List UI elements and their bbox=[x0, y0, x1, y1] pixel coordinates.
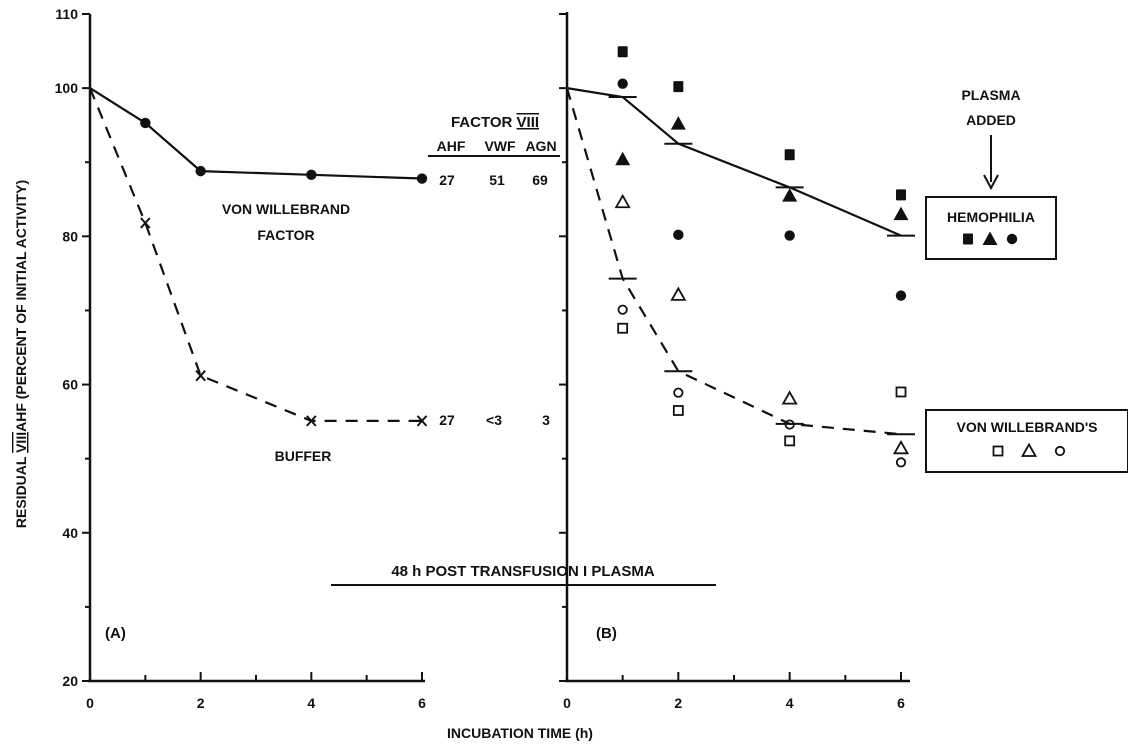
hemophilia-filled-circle-point bbox=[784, 230, 795, 241]
buffer-row-vwf: <3 bbox=[486, 412, 502, 428]
buffer-row-agn: 3 bbox=[542, 412, 550, 428]
hemophilia-legend-box bbox=[925, 196, 1057, 260]
x-tick-label: 4 bbox=[307, 695, 315, 711]
vwd-open-circle-point bbox=[673, 387, 684, 398]
vwf-series-label-line2: FACTOR bbox=[257, 227, 314, 243]
factor-table-title-text: FACTOR bbox=[451, 114, 517, 131]
vwf-row-ahf: 27 bbox=[439, 172, 455, 188]
vwd-mean-line bbox=[565, 87, 902, 436]
x-tick-label: 6 bbox=[897, 695, 905, 711]
panel-b: 0 2 4 6 (B) PLASMA ADDED HEMOPHILIA VON WIL… bbox=[559, 12, 1128, 711]
hemophilia-filled-square-point bbox=[617, 46, 628, 58]
vwd-legend-open-circle bbox=[1054, 445, 1066, 457]
hemophilia-filled-square-point bbox=[896, 189, 906, 201]
hemophilia-filled-circle-point bbox=[617, 78, 628, 89]
hemophilia-filled-triangle-point bbox=[893, 206, 909, 221]
factor-table-title-roman: VIII bbox=[517, 114, 540, 131]
buffer-point bbox=[195, 369, 206, 382]
vwf-point bbox=[416, 173, 428, 184]
y-tick-label: 110 bbox=[55, 6, 78, 22]
panel-a-label: (A) bbox=[105, 625, 126, 642]
hemophilia-filled-square-point bbox=[673, 81, 684, 93]
vwf-point bbox=[306, 169, 317, 181]
y-tick-label: 20 bbox=[62, 673, 78, 689]
vwd-open-circle-point bbox=[617, 304, 628, 315]
hemophilia-legend-label: HEMOPHILIA bbox=[947, 209, 1035, 225]
panel-b-ticks: 0 2 4 6 bbox=[559, 13, 905, 711]
y-tick-label: 60 bbox=[62, 377, 78, 393]
vwf-row-agn: 69 bbox=[532, 172, 548, 188]
factor-table-col-vwf: VWF bbox=[484, 138, 516, 154]
panel-b-marks bbox=[565, 46, 915, 468]
x-tick-label: 4 bbox=[786, 695, 794, 711]
buffer-point bbox=[140, 217, 151, 229]
vwd-legend-markers bbox=[992, 442, 1066, 457]
x-tick-label: 6 bbox=[418, 695, 426, 711]
x-tick-label: 2 bbox=[674, 695, 682, 711]
factor-table-title: FACTOR VIII bbox=[451, 114, 539, 131]
vwf-series-label-line1: VON WILLEBRAND bbox=[222, 201, 350, 217]
buffer-point-stroke bbox=[416, 415, 428, 427]
vwd-open-triangle-point bbox=[614, 193, 631, 209]
hemophilia-legend-filled-circle bbox=[1006, 233, 1018, 245]
vwd-open-triangle-point bbox=[892, 439, 910, 455]
plasma-added-line1: PLASMA bbox=[961, 87, 1020, 103]
hemophilia-filled-square-point bbox=[784, 149, 795, 161]
y-axis-label: RESIDUAL VIIIAHF (PERCENT OF INITIAL ACT… bbox=[13, 180, 29, 528]
y-axis-label-start: RESIDUAL bbox=[13, 453, 29, 528]
caption: 48 h POST TRANSFUSION I PLASMA bbox=[391, 563, 655, 580]
y-tick-label: 100 bbox=[55, 80, 79, 96]
panel-a: 0 2 4 6 20 40 60 80 100 110 (A) VON WILLEBRAND FA… bbox=[55, 6, 560, 711]
hemophilia-legend-filled-triangle bbox=[982, 231, 998, 245]
panel-b-label: (B) bbox=[596, 625, 617, 642]
buffer-point bbox=[416, 415, 428, 427]
hemophilia-legend-markers bbox=[963, 231, 1018, 245]
vwd-legend-open-square bbox=[992, 445, 1004, 457]
buffer-row-ahf: 27 bbox=[439, 412, 455, 428]
hemophilia-legend-filled-square bbox=[963, 233, 973, 245]
factor-table-col-ahf: AHF bbox=[437, 138, 466, 154]
panel-a-marks bbox=[88, 87, 428, 427]
vwd-legend-open-triangle bbox=[1020, 442, 1038, 457]
vwf-series-line bbox=[89, 87, 423, 180]
plasma-added-arrow-head bbox=[983, 174, 999, 191]
panel-a-ticks: 0 2 4 6 20 40 60 80 100 110 bbox=[55, 6, 426, 711]
factor-table-col-agn: AGN bbox=[525, 138, 556, 154]
buffer-point-stroke bbox=[195, 369, 206, 382]
vwd-open-triangle-point bbox=[670, 286, 687, 301]
hemophilia-filled-circle-point bbox=[673, 229, 684, 241]
buffer-point bbox=[306, 415, 317, 427]
vwf-point bbox=[195, 165, 206, 177]
hemophilia-filled-triangle-point bbox=[670, 116, 686, 130]
buffer-point-stroke bbox=[306, 415, 317, 427]
buffer-series-label: BUFFER bbox=[275, 448, 332, 464]
x-tick-label: 0 bbox=[86, 695, 94, 711]
y-axis-label-roman: VIII bbox=[13, 432, 29, 453]
y-tick-label: 40 bbox=[62, 525, 78, 541]
vwf-row-vwf: 51 bbox=[489, 172, 505, 188]
vwd-open-triangle-point bbox=[781, 390, 798, 405]
vwf-point bbox=[140, 117, 151, 129]
x-tick-label: 2 bbox=[197, 695, 205, 711]
hemophilia-filled-triangle-point bbox=[782, 188, 798, 202]
x-axis-label: INCUBATION TIME (h) bbox=[447, 725, 593, 741]
vwd-legend-label: VON WILLEBRAND'S bbox=[957, 419, 1098, 435]
vwd-open-circle-point bbox=[784, 419, 795, 430]
hemophilia-filled-triangle-point bbox=[615, 151, 631, 166]
vwd-open-square-point bbox=[617, 322, 629, 334]
hemophilia-filled-circle-point bbox=[895, 290, 907, 301]
vwd-open-square-point bbox=[784, 435, 796, 447]
y-axis-label-end: AHF (PERCENT OF INITIAL ACTIVITY) bbox=[13, 180, 29, 432]
vwd-open-square-point bbox=[672, 405, 684, 416]
plasma-added-line2: ADDED bbox=[966, 112, 1016, 128]
buffer-point-stroke bbox=[140, 217, 151, 229]
vwd-open-circle-point bbox=[895, 457, 907, 468]
y-tick-label: 80 bbox=[62, 228, 78, 244]
x-tick-label: 0 bbox=[563, 695, 571, 711]
vwd-open-square-point bbox=[895, 386, 907, 398]
vwd-legend-box bbox=[925, 409, 1128, 473]
buffer-series-line bbox=[88, 87, 422, 422]
